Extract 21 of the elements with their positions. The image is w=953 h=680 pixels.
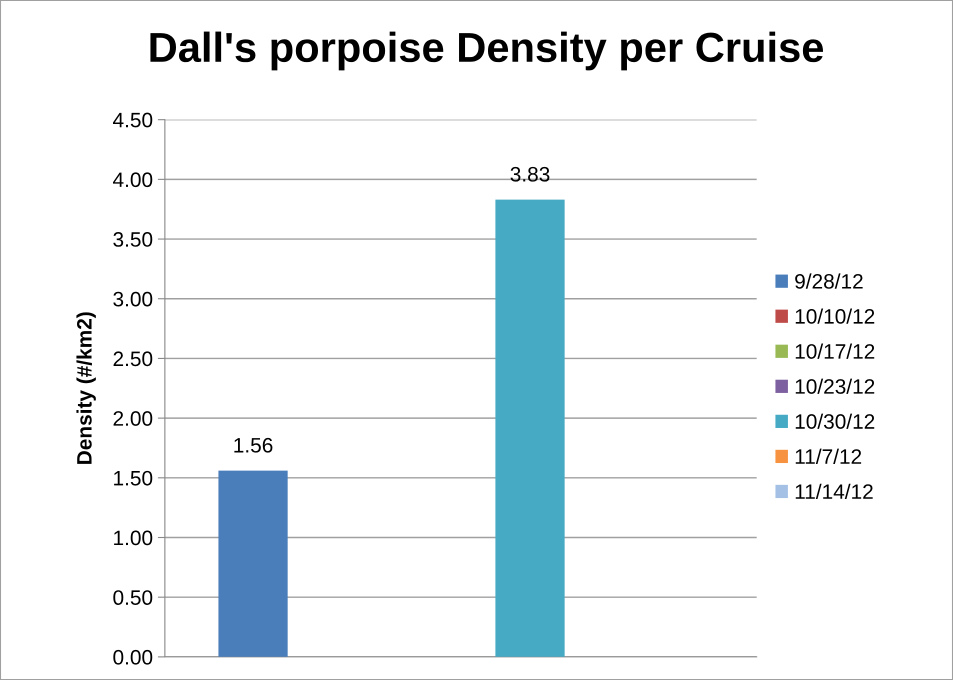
data-label: 1.56 — [234, 438, 272, 453]
y-tick-label: 4.00 — [113, 172, 152, 188]
y-tick-label: 4.50 — [113, 112, 152, 128]
y-tick-label: 0.50 — [113, 590, 152, 605]
legend-label: 10/17/12 — [796, 344, 874, 359]
chart-title: Dall's porpoise Density per Cruise — [150, 32, 824, 70]
y-tick-label: 2.00 — [114, 411, 152, 426]
data-label: 3.83 — [510, 166, 550, 182]
legend-label: 10/23/12 — [796, 378, 874, 394]
legend-label: 9/28/12 — [795, 273, 863, 289]
y-tick-label: 3.50 — [113, 232, 152, 247]
y-tick-label: 2.50 — [114, 351, 152, 366]
y-tick-label: 0.00 — [113, 650, 152, 665]
legend-label: 10/10/12 — [796, 308, 874, 324]
y-axis-title: Density (#/km2) — [76, 312, 96, 464]
legend-label: 11/7/12 — [796, 448, 862, 464]
legend-label: 10/30/12 — [796, 414, 874, 429]
y-tick-label: 1.00 — [114, 530, 152, 546]
legend-label: 11/14/12 — [796, 484, 873, 500]
y-tick-label: 1.50 — [114, 470, 152, 486]
y-tick-label: 3.00 — [113, 292, 152, 306]
